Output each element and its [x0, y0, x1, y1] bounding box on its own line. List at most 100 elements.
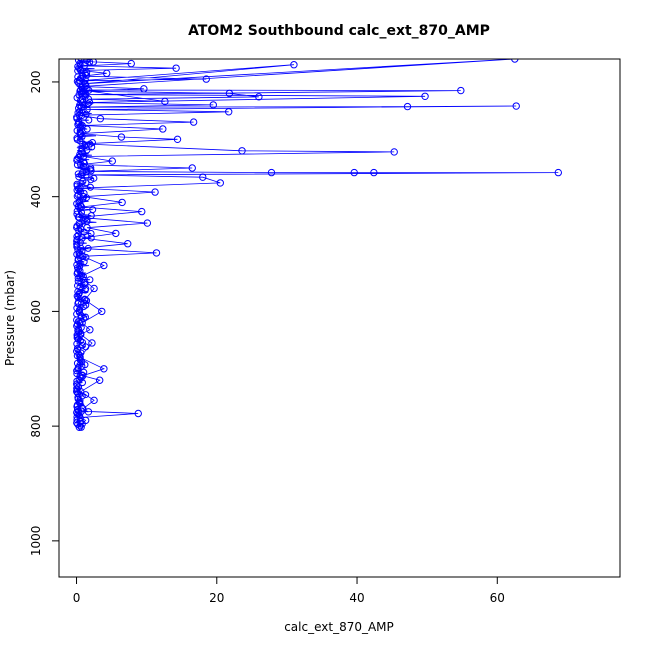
- data-point: [83, 105, 91, 114]
- dense-point: [73, 243, 81, 251]
- data-point: [421, 92, 429, 100]
- data-point: [79, 371, 87, 380]
- data-point: [80, 62, 88, 70]
- data-point: [188, 164, 196, 172]
- data-point: [127, 59, 135, 68]
- data-point: [112, 229, 120, 238]
- data-point: [77, 330, 85, 339]
- data-point: [151, 188, 159, 196]
- data-point: [403, 102, 412, 111]
- data-point: [78, 319, 86, 327]
- dense-point: [81, 313, 89, 321]
- data-point: [90, 284, 98, 293]
- x-tick-label: 0: [73, 591, 81, 605]
- data-point: [225, 108, 233, 116]
- dense-point: [87, 176, 95, 184]
- data-point: [108, 157, 116, 165]
- data-point: [143, 219, 152, 227]
- y-tick-label: 800: [29, 415, 43, 438]
- data-point: [238, 147, 246, 155]
- y-tick-label: 1000: [29, 526, 43, 557]
- data-point: [79, 252, 87, 261]
- y-tick-label: 200: [29, 70, 43, 93]
- dense-point: [73, 156, 81, 164]
- data-point: [81, 90, 90, 99]
- dense-point: [74, 365, 82, 373]
- data-point: [511, 59, 519, 63]
- data-point: [84, 408, 93, 416]
- data-series: [74, 59, 562, 431]
- data-point: [102, 69, 111, 78]
- data-point: [76, 129, 84, 138]
- dense-point: [78, 341, 86, 349]
- data-point: [390, 148, 398, 156]
- data-point: [554, 168, 562, 177]
- data-point: [172, 64, 180, 72]
- dense-point: [82, 301, 90, 309]
- y-tick-label: 400: [29, 185, 43, 208]
- data-point: [138, 207, 146, 216]
- data-point: [95, 376, 104, 384]
- data-point: [90, 396, 98, 405]
- dense-point: [74, 203, 82, 211]
- data-point: [79, 140, 87, 148]
- data-point: [209, 101, 217, 109]
- data-point: [79, 152, 88, 161]
- data-point: [134, 409, 142, 418]
- plot-region: [73, 59, 562, 431]
- data-point: [98, 307, 106, 316]
- data-point: [457, 86, 465, 95]
- data-point: [216, 179, 224, 187]
- y-axis-label: Pressure (mbar): [3, 270, 17, 366]
- dense-point: [76, 422, 84, 430]
- y-axis: 200 400 600 800 1000: [29, 70, 60, 557]
- x-tick-label: 60: [490, 591, 505, 605]
- data-point: [159, 125, 167, 133]
- dense-point: [81, 286, 89, 294]
- data-point: [79, 192, 88, 201]
- dense-point: [73, 232, 81, 240]
- dense-point: [73, 367, 81, 375]
- dense-point: [82, 179, 90, 187]
- data-point: [79, 98, 87, 107]
- dense-point: [80, 159, 88, 167]
- dense-point: [74, 170, 82, 178]
- data-point: [100, 365, 108, 373]
- data-point: [77, 86, 85, 94]
- data-point: [199, 173, 207, 181]
- data-point: [161, 97, 169, 106]
- plot-frame: [58, 58, 621, 578]
- data-point: [512, 102, 520, 110]
- data-point: [88, 339, 96, 347]
- data-point: [100, 261, 108, 270]
- data-point: [118, 198, 126, 207]
- x-axis: 0 20 40 60: [73, 576, 505, 605]
- data-point: [173, 135, 182, 144]
- y-tick-label: 600: [29, 300, 43, 323]
- data-point: [75, 213, 84, 222]
- data-point: [350, 168, 358, 177]
- dense-point: [73, 405, 81, 413]
- dense-point: [75, 252, 83, 260]
- data-point: [77, 244, 85, 253]
- data-point: [77, 203, 86, 211]
- data-point: [76, 413, 84, 422]
- data-point: [77, 388, 85, 396]
- data-point: [77, 171, 86, 179]
- data-point: [76, 353, 84, 361]
- data-point: [86, 326, 94, 334]
- data-point: [78, 234, 86, 242]
- x-axis-label: calc_ext_870_AMP: [284, 620, 394, 634]
- data-point: [76, 184, 84, 192]
- data-point: [189, 118, 198, 126]
- data-point: [96, 114, 105, 123]
- dense-point: [76, 107, 84, 115]
- data-point: [267, 168, 276, 177]
- x-tick-label: 20: [209, 591, 224, 605]
- data-point: [77, 160, 85, 169]
- data-point: [78, 121, 86, 130]
- data-point: [83, 223, 91, 232]
- data-point: [76, 87, 84, 95]
- data-point: [75, 111, 84, 119]
- series-line: [78, 59, 559, 428]
